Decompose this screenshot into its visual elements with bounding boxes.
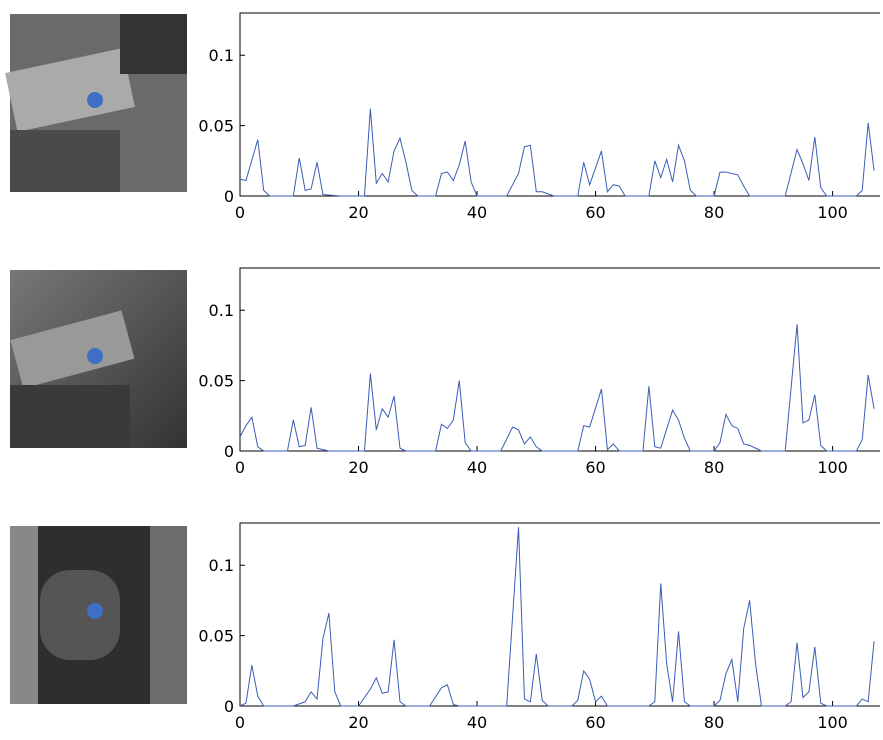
x-tick-label: 60 — [585, 458, 605, 477]
x-tick-label: 0 — [235, 713, 245, 732]
x-tick-label: 100 — [817, 203, 848, 222]
x-tick-label: 80 — [704, 713, 724, 732]
y-tick-label: 0.05 — [198, 117, 234, 136]
data-line — [239, 527, 875, 707]
y-tick-label: 0 — [224, 187, 234, 206]
patch-image — [10, 270, 187, 448]
axes-frame — [239, 12, 880, 197]
x-tick-label: 40 — [467, 203, 487, 222]
patch-image — [5, 14, 187, 192]
data-line — [239, 324, 875, 452]
y-tick-label: 0.1 — [209, 46, 234, 65]
x-tick-label: 100 — [817, 713, 848, 732]
patch-image — [10, 526, 187, 704]
x-tick-label: 0 — [235, 203, 245, 222]
y-tick-label: 0.1 — [209, 556, 234, 575]
x-tick-label: 40 — [467, 713, 487, 732]
data-line — [239, 108, 875, 197]
x-tick-label: 60 — [585, 203, 605, 222]
x-tick-label: 40 — [467, 458, 487, 477]
y-tick-label: 0.05 — [198, 627, 234, 646]
x-tick-label: 20 — [348, 713, 368, 732]
x-tick-label: 100 — [817, 458, 848, 477]
axes-frame — [239, 522, 880, 707]
y-tick-label: 0.05 — [198, 372, 234, 391]
x-tick-label: 80 — [704, 458, 724, 477]
x-tick-label: 0 — [235, 458, 245, 477]
y-tick-label: 0 — [224, 697, 234, 716]
x-tick-label: 60 — [585, 713, 605, 732]
x-tick-label: 20 — [348, 203, 368, 222]
y-tick-label: 0.1 — [209, 301, 234, 320]
y-tick-label: 0 — [224, 442, 234, 461]
x-tick-label: 20 — [348, 458, 368, 477]
axes-frame — [239, 267, 880, 452]
x-tick-label: 80 — [704, 203, 724, 222]
